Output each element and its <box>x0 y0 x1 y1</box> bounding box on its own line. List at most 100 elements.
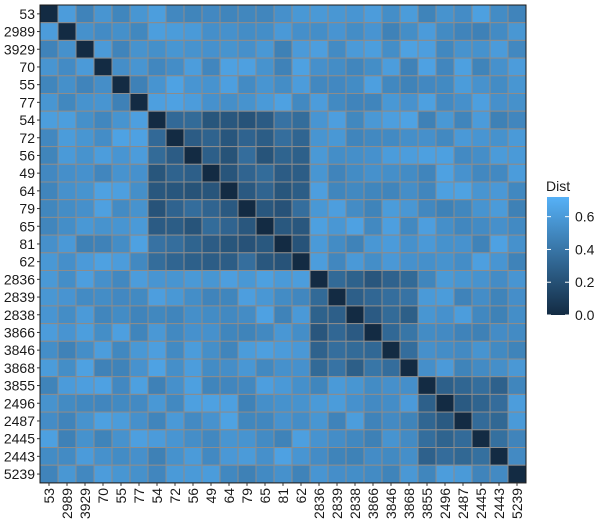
heatmap-cell <box>93 93 113 112</box>
heatmap-cell <box>57 181 77 201</box>
heatmap-cell <box>93 234 113 254</box>
y-tick-label: 2487 <box>4 413 35 429</box>
heatmap-cell <box>111 93 131 112</box>
heatmap-cell <box>327 464 347 484</box>
heatmap-cell <box>489 287 509 307</box>
heatmap-cell <box>147 75 167 95</box>
heatmap-cell <box>147 393 167 413</box>
heatmap-cell <box>147 22 167 41</box>
heatmap-cell <box>57 22 77 41</box>
heatmap-cell <box>219 110 239 130</box>
heatmap-cell <box>417 163 437 183</box>
heatmap-cell <box>93 323 113 342</box>
heatmap-cell <box>507 128 527 148</box>
heatmap-cell <box>327 128 347 148</box>
heatmap-cell <box>345 75 365 95</box>
heatmap-cell <box>471 128 491 148</box>
heatmap-cell <box>219 305 239 325</box>
heatmap-cell <box>273 270 293 289</box>
heatmap-cell <box>93 447 113 466</box>
heatmap-cell <box>399 376 419 395</box>
y-tick-label: 64 <box>19 183 35 199</box>
heatmap-cell <box>327 234 347 254</box>
heatmap-cell <box>399 252 419 272</box>
heatmap-cell <box>309 39 329 59</box>
heatmap-cell <box>381 181 401 201</box>
color-legend: Dist 0.0 0.2 0.4 0.6 <box>546 178 595 323</box>
heatmap-cell <box>129 429 149 448</box>
heatmap-cell <box>489 340 509 360</box>
heatmap-cell <box>39 252 59 272</box>
heatmap-cell <box>435 340 455 360</box>
heatmap-cell <box>309 234 329 254</box>
heatmap-cell <box>309 411 329 431</box>
heatmap-cell <box>237 376 257 395</box>
y-tick-label: 53 <box>19 6 35 22</box>
heatmap-cells <box>39 4 527 484</box>
x-tick-label: 62 <box>293 488 309 504</box>
heatmap-cell <box>435 163 455 183</box>
heatmap-cell <box>399 358 419 378</box>
heatmap-cell <box>417 340 437 360</box>
heatmap-cell <box>57 252 77 272</box>
heatmap-cell <box>111 234 131 254</box>
y-tick-label: 81 <box>19 236 35 252</box>
heatmap-cell <box>111 393 131 413</box>
heatmap-cell <box>201 340 221 360</box>
heatmap-cell <box>291 305 311 325</box>
heatmap-cell <box>309 287 329 307</box>
heatmap-cell <box>255 128 275 148</box>
heatmap-cell <box>75 411 95 431</box>
heatmap-cell <box>273 110 293 130</box>
heatmap-cell <box>75 464 95 484</box>
heatmap-cell <box>201 216 221 236</box>
heatmap-cell <box>435 287 455 307</box>
heatmap-cell <box>309 358 329 378</box>
heatmap-cell <box>183 376 203 395</box>
heatmap-cell <box>399 447 419 466</box>
heatmap-cell <box>345 340 365 360</box>
heatmap-cell <box>453 376 473 395</box>
heatmap-cell <box>183 39 203 59</box>
heatmap-cell <box>453 340 473 360</box>
heatmap-cell <box>273 4 293 24</box>
heatmap-cell <box>417 181 437 201</box>
heatmap-cell <box>39 146 59 165</box>
heatmap-cell <box>489 181 509 201</box>
heatmap-cell <box>255 216 275 236</box>
heatmap-cell <box>489 93 509 112</box>
heatmap-cell <box>255 323 275 342</box>
heatmap-cell <box>417 464 437 484</box>
y-tick-label: 77 <box>19 94 35 110</box>
heatmap-cell <box>147 163 167 183</box>
heatmap-cell <box>417 305 437 325</box>
y-tick-label: 3868 <box>4 360 35 376</box>
heatmap-cell <box>417 93 437 112</box>
heatmap-cell <box>435 447 455 466</box>
y-tick-label: 2836 <box>4 271 35 287</box>
legend-tick-label: 0.4 <box>575 241 595 257</box>
heatmap-cell <box>309 181 329 201</box>
heatmap-cell <box>183 447 203 466</box>
heatmap-cell <box>435 411 455 431</box>
heatmap-cell <box>399 199 419 218</box>
heatmap-cell <box>453 234 473 254</box>
heatmap-cell <box>291 39 311 59</box>
heatmap-cell <box>111 22 131 41</box>
heatmap-cell <box>147 376 167 395</box>
heatmap-cell <box>327 305 347 325</box>
heatmap-cell <box>399 323 419 342</box>
heatmap-cell <box>327 376 347 395</box>
heatmap-cell <box>165 22 185 41</box>
heatmap-cell <box>201 22 221 41</box>
heatmap-cell <box>363 110 383 130</box>
heatmap-cell <box>507 181 527 201</box>
heatmap-cell <box>327 411 347 431</box>
heatmap-cell <box>111 464 131 484</box>
heatmap-cell <box>345 447 365 466</box>
heatmap-cell <box>291 110 311 130</box>
heatmap-cell <box>471 39 491 59</box>
heatmap-cell <box>363 287 383 307</box>
heatmap-cell <box>435 181 455 201</box>
heatmap-cell <box>39 411 59 431</box>
